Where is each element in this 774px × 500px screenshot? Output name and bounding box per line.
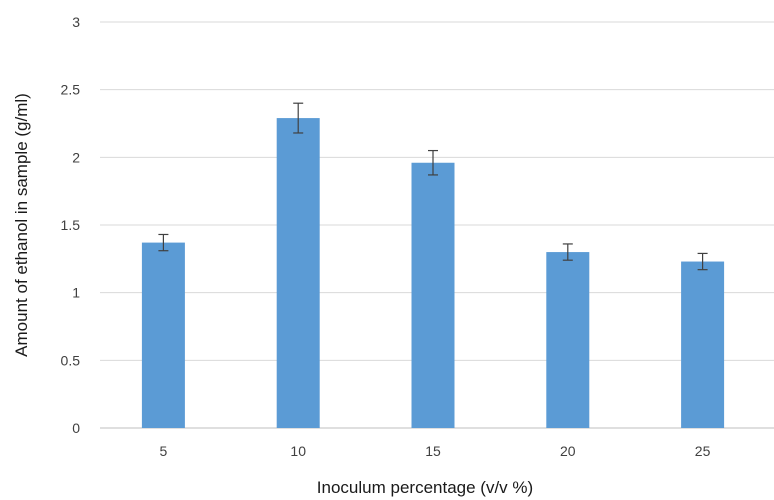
y-tick-label: 1.5 xyxy=(61,217,81,233)
error-bar xyxy=(562,243,573,261)
y-tick-label: 0.5 xyxy=(61,352,81,368)
x-tick-label: 5 xyxy=(160,443,168,459)
error-bar xyxy=(428,149,438,176)
x-tick-labels: 5 10 15 20 25 xyxy=(160,443,711,459)
y-tick-label: 2.5 xyxy=(61,82,81,98)
bar xyxy=(141,242,185,428)
x-tick-label: 10 xyxy=(290,443,306,459)
y-tick-label: 0 xyxy=(72,420,80,436)
error-bars xyxy=(158,102,708,271)
bar xyxy=(276,118,320,428)
x-tick-label: 15 xyxy=(425,443,441,459)
bar xyxy=(546,252,590,428)
error-bar xyxy=(697,252,708,271)
y-tick-label: 1 xyxy=(72,285,80,301)
x-tick-label: 25 xyxy=(695,443,711,459)
x-axis-title: Inoculum percentage (v/v %) xyxy=(317,478,533,497)
y-axis-title: Amount of ethanol in sample (g/ml) xyxy=(12,93,31,357)
y-tick-label: 2 xyxy=(72,149,80,165)
error-bar xyxy=(293,102,304,134)
y-tick-label: 3 xyxy=(72,14,80,30)
bar xyxy=(411,162,455,428)
bar-series xyxy=(141,118,725,428)
x-tick-label: 20 xyxy=(560,443,576,459)
y-tick-labels: 0 0.5 1 1.5 2 2.5 3 xyxy=(61,14,81,436)
error-bar xyxy=(158,233,169,252)
bar xyxy=(681,261,725,428)
